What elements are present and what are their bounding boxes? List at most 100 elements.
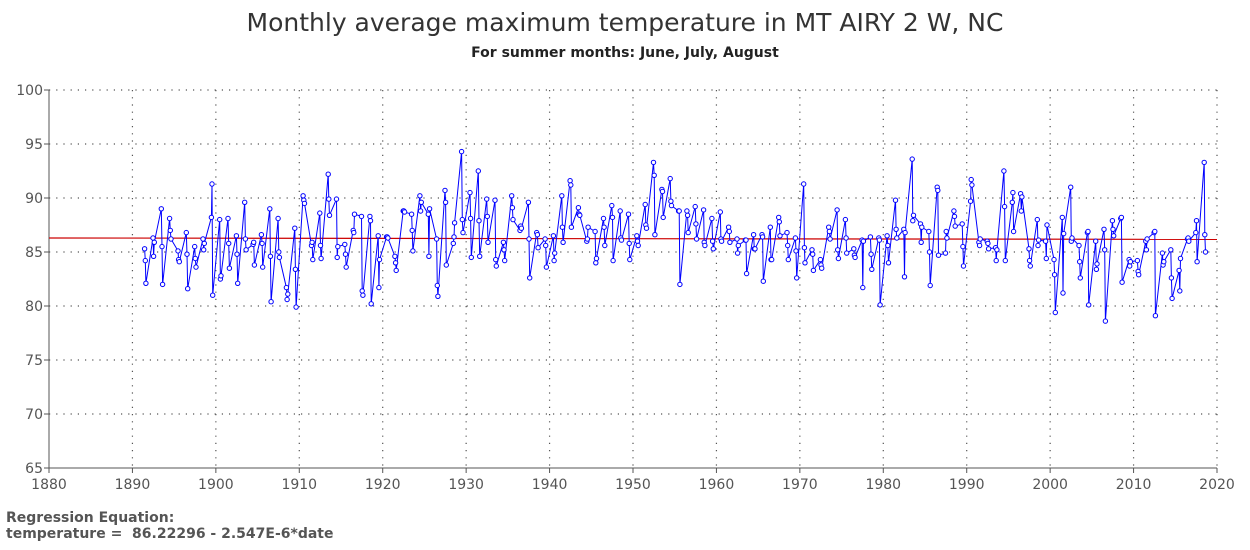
data-point (159, 243, 165, 250)
data-point (1159, 250, 1166, 256)
data-point (276, 254, 283, 261)
data-point (477, 253, 483, 259)
data-point (585, 224, 591, 230)
data-point (977, 236, 983, 242)
data-point (393, 267, 399, 274)
data-point (643, 225, 650, 231)
data-point (1168, 275, 1175, 281)
x-tick-label: 2010 (1116, 477, 1152, 493)
data-point (392, 253, 398, 259)
data-point (268, 299, 274, 305)
data-point (752, 246, 758, 252)
y-tick-label: 95 (25, 137, 43, 153)
data-point (492, 197, 498, 203)
x-tick-label: 1920 (365, 477, 401, 493)
data-point (183, 229, 190, 236)
data-point (1051, 272, 1058, 278)
data-point (869, 266, 875, 272)
data-point (635, 242, 641, 249)
data-point (326, 196, 332, 202)
x-tick-label: 1910 (281, 477, 317, 493)
data-point (617, 208, 623, 214)
data-point (1034, 216, 1041, 223)
data-point (1177, 255, 1184, 262)
data-point (251, 239, 257, 246)
data-point (835, 247, 841, 253)
data-point (650, 159, 657, 166)
data-point (1009, 199, 1015, 206)
data-point (1102, 318, 1109, 324)
data-point (626, 240, 632, 247)
data-point (285, 291, 291, 297)
data-point (459, 216, 465, 223)
data-point (985, 246, 992, 252)
data-point (817, 256, 824, 263)
chart-subtitle: For summer months: June, July, August (471, 45, 779, 61)
data-point (525, 199, 532, 206)
data-point (175, 248, 181, 254)
data-point (1134, 257, 1141, 264)
data-point (1118, 214, 1125, 221)
data-point (969, 182, 975, 188)
data-point (951, 208, 957, 214)
data-point (652, 232, 658, 238)
data-point (767, 224, 773, 230)
data-point (476, 218, 482, 224)
data-point (826, 228, 833, 235)
data-point (927, 282, 933, 289)
x-tick-label: 2020 (1199, 477, 1235, 493)
data-point (877, 302, 883, 308)
data-point (943, 228, 949, 235)
data-point (575, 205, 582, 211)
data-point (809, 247, 815, 253)
data-point (651, 172, 657, 179)
data-point (709, 238, 716, 244)
data-point (1194, 259, 1200, 265)
data-point (442, 199, 449, 206)
data-point (994, 247, 1000, 253)
x-tick-label: 1880 (31, 477, 67, 493)
data-point (1019, 194, 1025, 200)
data-point (434, 282, 440, 289)
data-point (201, 247, 207, 253)
data-point (242, 199, 248, 206)
data-point (1143, 247, 1150, 253)
data-point (417, 208, 424, 214)
data-point (342, 251, 349, 257)
data-point (158, 206, 165, 212)
data-point (317, 242, 324, 249)
data-point (601, 224, 607, 230)
data-point (260, 264, 266, 270)
data-point (1161, 259, 1167, 265)
data-point (842, 216, 849, 223)
data-point (1169, 295, 1175, 302)
data-point (1127, 263, 1133, 269)
data-point (1035, 242, 1041, 249)
data-point (693, 236, 700, 242)
data-point (667, 175, 673, 182)
data-point (1202, 232, 1208, 238)
data-point (577, 212, 583, 219)
data-point (860, 284, 866, 291)
data-point (593, 255, 600, 262)
data-point (926, 249, 933, 255)
data-point (484, 213, 490, 220)
data-point (1136, 272, 1142, 278)
data-point (1110, 226, 1116, 233)
data-point (1026, 246, 1032, 252)
data-point (509, 193, 515, 199)
data-point (309, 239, 315, 246)
data-point (910, 212, 917, 219)
data-point (734, 250, 741, 256)
data-point (734, 236, 740, 242)
data-point (168, 236, 174, 242)
data-point (251, 262, 258, 268)
data-point (985, 240, 991, 247)
data-point (267, 253, 274, 259)
data-point (860, 238, 867, 244)
data-point (660, 214, 666, 221)
data-point (534, 232, 541, 238)
data-point (960, 243, 966, 250)
data-point (450, 240, 456, 247)
data-point (409, 227, 415, 234)
